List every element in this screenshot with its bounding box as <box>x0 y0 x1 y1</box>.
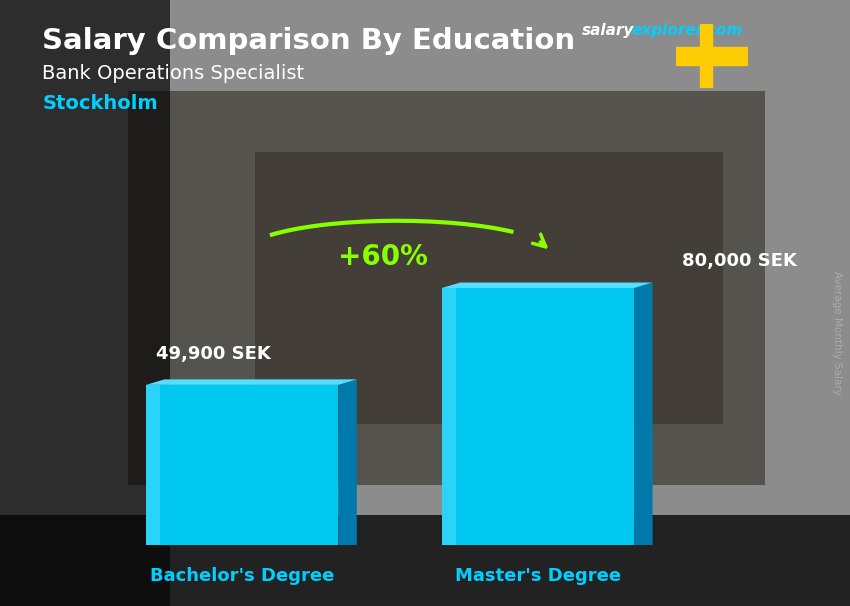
Text: 49,900 SEK: 49,900 SEK <box>156 345 270 364</box>
Text: Stockholm: Stockholm <box>42 94 158 113</box>
Polygon shape <box>146 379 357 385</box>
Polygon shape <box>634 282 653 545</box>
Text: Bank Operations Specialist: Bank Operations Specialist <box>42 64 304 82</box>
Bar <box>0 0 170 606</box>
Bar <box>442 288 456 545</box>
Bar <box>255 152 722 424</box>
Bar <box>700 24 711 88</box>
Polygon shape <box>442 282 653 288</box>
Bar <box>128 91 765 485</box>
Text: Salary Comparison By Education: Salary Comparison By Education <box>42 27 575 55</box>
Text: salary: salary <box>582 23 635 38</box>
Text: 80,000 SEK: 80,000 SEK <box>683 251 797 270</box>
Polygon shape <box>338 379 357 545</box>
Bar <box>0 515 850 606</box>
Bar <box>676 47 748 65</box>
Bar <box>146 385 338 545</box>
Text: Bachelor's Degree: Bachelor's Degree <box>150 567 334 585</box>
Text: Master's Degree: Master's Degree <box>455 567 621 585</box>
Bar <box>146 385 161 545</box>
Text: +60%: +60% <box>337 244 428 271</box>
Text: Average Monthly Salary: Average Monthly Salary <box>832 271 842 395</box>
Text: explorer.com: explorer.com <box>632 23 743 38</box>
Bar <box>442 288 634 545</box>
